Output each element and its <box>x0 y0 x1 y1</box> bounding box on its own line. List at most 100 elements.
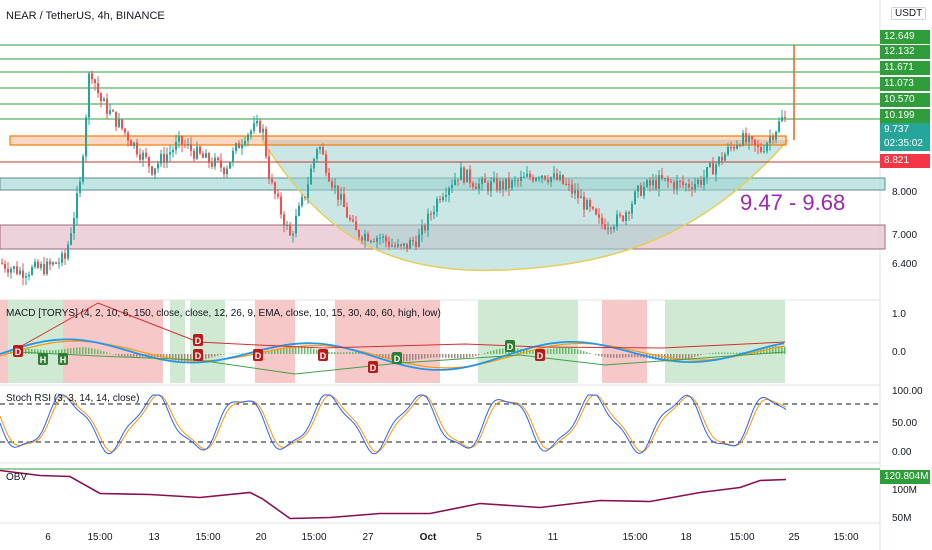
macd-histogram-bar <box>601 354 603 357</box>
macd-histogram-bar <box>277 348 279 354</box>
macd-histogram-bar <box>640 354 642 358</box>
macd-histogram-bar <box>91 348 93 354</box>
macd-histogram-bar <box>121 354 123 357</box>
candle-body <box>235 143 237 151</box>
candle-body <box>19 270 21 275</box>
candle-body <box>103 98 105 102</box>
candle-body <box>478 183 480 189</box>
price-axis-tick: 7.000 <box>892 230 918 241</box>
macd-histogram-bar <box>232 353 234 354</box>
candle-body <box>244 140 246 145</box>
macd-histogram-bar <box>286 346 288 354</box>
candle-body <box>313 158 315 169</box>
candle-body <box>538 177 540 179</box>
macd-histogram-bar <box>238 353 240 354</box>
macd-histogram-bar <box>88 347 90 354</box>
macd-histogram-bar <box>739 352 741 354</box>
macd-histogram-bar <box>337 352 339 354</box>
rsi-axis-tick: 50.00 <box>892 418 918 429</box>
macd-histogram-bar <box>622 354 624 358</box>
candle-body <box>370 240 372 242</box>
macd-histogram-bar <box>676 354 678 362</box>
candle-body <box>550 177 552 183</box>
macd-histogram-bar <box>169 354 171 360</box>
macd-histogram-bar <box>172 354 174 360</box>
candle-body <box>301 196 303 206</box>
candle-body <box>688 184 690 188</box>
macd-histogram-bar <box>178 354 180 361</box>
cup-pattern-fill <box>262 140 788 271</box>
macd-histogram-bar <box>460 354 462 359</box>
macd-histogram-bar <box>82 347 84 354</box>
candle-body <box>274 182 276 194</box>
macd-histogram-bar <box>7 351 9 354</box>
obv-title: OBV <box>6 472 28 483</box>
candle-body <box>751 136 753 140</box>
macd-histogram-bar <box>688 354 690 359</box>
candle-body <box>223 167 225 175</box>
macd-histogram-bar <box>766 347 768 354</box>
time-axis-tick: 20 <box>255 532 267 543</box>
candle-body <box>94 79 96 84</box>
candle-body <box>49 261 51 265</box>
candle-body <box>487 182 489 191</box>
macd-histogram-bar <box>625 354 627 358</box>
macd-histogram-bar <box>280 348 282 354</box>
macd-histogram-bar <box>433 354 435 358</box>
macd-histogram-bar <box>445 354 447 358</box>
candle-body <box>112 110 114 112</box>
macd-histogram-bar <box>547 349 549 354</box>
macd-histogram-bar <box>385 354 387 359</box>
macd-histogram-bar <box>628 354 630 358</box>
macd-histogram-bar <box>406 354 408 362</box>
macd-histogram-bar <box>58 349 60 354</box>
marker-label: D <box>394 354 401 364</box>
price-axis-tick: 8.000 <box>892 187 918 198</box>
macd-histogram-bar <box>52 350 54 354</box>
currency-badge[interactable]: USDT <box>891 7 927 20</box>
candle-body <box>724 154 726 161</box>
macd-histogram-bar <box>769 346 771 354</box>
candle-body <box>631 203 633 214</box>
macd-histogram-bar <box>214 354 216 357</box>
buy-marker: H <box>58 353 68 365</box>
price-label: 11.073 <box>880 77 930 91</box>
candle-body <box>310 168 312 185</box>
candle-body <box>400 244 402 246</box>
divergence-line-bear <box>17 302 786 349</box>
macd-histogram-bar <box>613 354 615 358</box>
macd-histogram-bar <box>571 348 573 354</box>
macd-histogram-bar <box>466 354 468 358</box>
candle-body <box>43 264 45 275</box>
candle-body <box>388 241 390 247</box>
macd-histogram-bar <box>436 354 438 358</box>
macd-histogram-bar <box>148 354 150 357</box>
candle-body <box>142 152 144 160</box>
macd-histogram-bar <box>697 354 699 356</box>
divergence-marker: D <box>193 349 203 361</box>
candle-body <box>253 123 255 131</box>
candle-body <box>307 184 309 198</box>
time-axis-tick: 27 <box>362 532 374 543</box>
candle-body <box>778 121 780 132</box>
candle-body <box>1 262 3 264</box>
candle-body <box>553 173 555 178</box>
candle-body <box>334 185 336 188</box>
macd-histogram-bar <box>700 354 702 356</box>
macd-histogram-bar <box>133 354 135 358</box>
price-label: 11.671 <box>880 61 930 75</box>
macd-histogram-bar <box>664 354 666 362</box>
candle-body <box>502 180 504 190</box>
time-axis-tick: 25 <box>788 532 800 543</box>
macd-histogram-bar <box>751 350 753 354</box>
candle-body <box>61 253 63 263</box>
macd-histogram-bar <box>412 354 414 361</box>
macd-band <box>8 300 63 383</box>
candle-body <box>424 225 426 231</box>
candle-body <box>28 274 30 277</box>
candle-body <box>349 217 351 220</box>
candle-body <box>352 219 354 222</box>
candle-body <box>139 154 141 160</box>
candle-body <box>382 236 384 238</box>
